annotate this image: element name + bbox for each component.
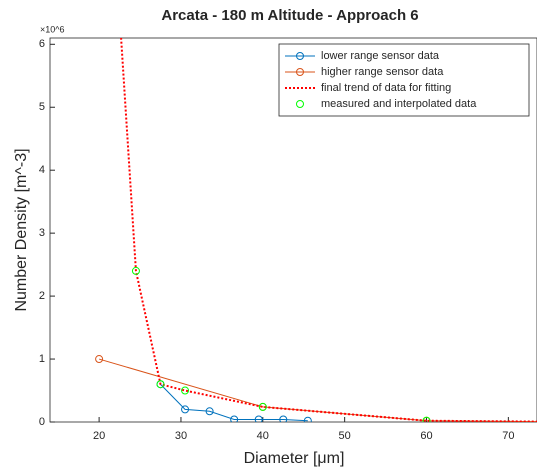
- series-line: [120, 38, 537, 422]
- data-point: [131, 266, 140, 275]
- y-exponent-label: ×10^6: [40, 24, 65, 34]
- chart-title: Arcata - 180 m Altitude - Approach 6: [161, 7, 418, 24]
- legend-label: lower range sensor data: [321, 50, 440, 62]
- x-tick-label: 20: [93, 430, 105, 442]
- data-point: [258, 402, 267, 411]
- y-tick-label: 3: [39, 227, 45, 239]
- data-point: [422, 416, 431, 422]
- legend-marker: [296, 52, 304, 60]
- y-tick-label: 4: [39, 164, 45, 176]
- legend-marker: [296, 68, 304, 76]
- legend-label: higher range sensor data: [321, 66, 444, 78]
- data-point: [230, 415, 239, 422]
- data-point: [181, 405, 190, 414]
- y-tick-label: 2: [39, 290, 45, 302]
- data-point: [279, 415, 288, 422]
- x-axis-label: Diameter [μm]: [244, 450, 345, 467]
- y-tick-label: 1: [39, 353, 45, 365]
- y-tick-label: 5: [39, 101, 45, 113]
- x-tick-label: 50: [339, 430, 351, 442]
- data-point: [181, 386, 190, 395]
- x-tick-label: 60: [420, 430, 432, 442]
- y-axis-label: Number Density [m^-3]: [13, 148, 30, 311]
- data-point: [95, 355, 104, 364]
- x-tick-label: 70: [502, 430, 514, 442]
- data-point: [254, 415, 263, 422]
- y-tick-label: 6: [39, 38, 45, 50]
- data-point: [205, 407, 214, 416]
- legend: lower range sensor data higher range sens…: [278, 43, 530, 117]
- legend-label: measured and interpolated data: [321, 98, 477, 110]
- plot-series: [95, 38, 537, 422]
- data-point: [303, 416, 312, 422]
- y-tick-label: 0: [39, 416, 45, 428]
- legend-marker: [296, 100, 304, 108]
- x-tick-label: 30: [175, 430, 187, 442]
- x-tick-label: 40: [257, 430, 269, 442]
- legend-label: final trend of data for fitting: [321, 82, 451, 94]
- legend-box: [278, 43, 530, 117]
- data-point: [156, 380, 165, 389]
- series-line: [160, 383, 308, 422]
